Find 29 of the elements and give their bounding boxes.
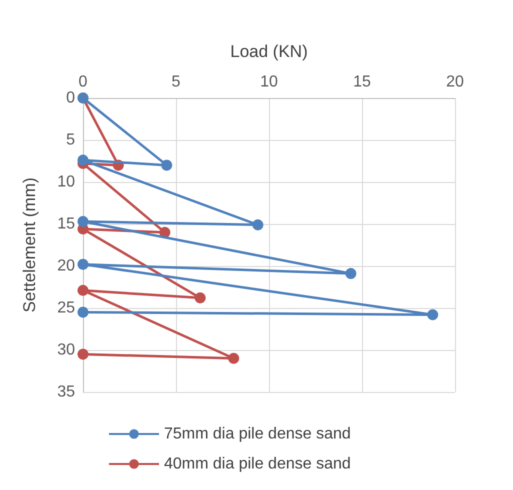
y-tick-label: 5 [66,132,76,148]
x-tick-label: 0 [78,74,88,90]
point [194,292,206,304]
x-tick-label: 5 [172,74,181,90]
legend-label: 40mm dia pile dense sand [164,456,351,472]
y-tick-label: 0 [66,90,76,106]
x-axis-title: Load (KN) [230,42,308,61]
point [78,258,88,270]
y-tick-label: 25 [57,300,76,316]
y-tick-label: 30 [57,342,76,358]
y-tick-label: 20 [57,258,76,274]
y-axis-title: Settelement (mm) [20,177,39,313]
x-tick-label: 20 [446,74,464,90]
point [161,160,172,171]
point [228,352,240,364]
point [78,284,88,296]
y-tick-label: 15 [57,216,76,232]
point [78,306,88,318]
point [78,154,88,166]
point [345,268,356,280]
point [78,216,88,227]
x-tick-label: 10 [260,74,278,90]
point [78,348,88,360]
legend-label: 75mm dia pile dense sand [164,426,351,442]
x-tick-label: 15 [353,74,371,90]
y-tick-label: 10 [57,174,76,190]
point [252,219,264,230]
point [427,309,438,320]
y-tick-label: 35 [57,384,76,400]
